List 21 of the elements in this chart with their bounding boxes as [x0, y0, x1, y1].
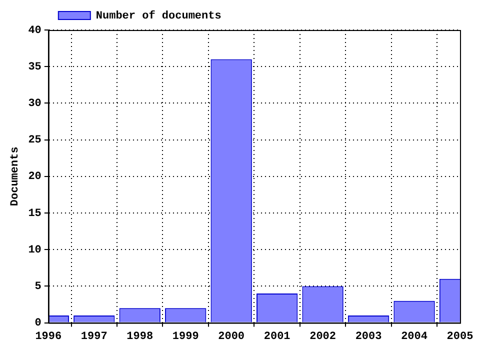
y-tick-label: 0	[34, 318, 42, 330]
y-axis-title: Documents	[9, 146, 22, 206]
y-tick-label: 35	[28, 61, 42, 74]
y-tick-label: 15	[28, 208, 42, 220]
legend-label: Number of documents	[96, 9, 222, 22]
x-tick-label: 2001	[264, 331, 291, 344]
y-tick-label: 5	[34, 280, 42, 293]
x-tick-label: 2005	[446, 331, 474, 344]
y-tick-label: 20	[28, 171, 42, 184]
y-tick-label: 30	[28, 98, 42, 110]
x-tick-label: 2002	[310, 331, 336, 344]
x-tick-label: 2000	[218, 331, 245, 344]
x-tick-label: 1999	[172, 331, 199, 344]
x-tick-label: 2003	[355, 331, 382, 344]
x-tick-label: 1998	[126, 331, 154, 344]
y-tick-label: 40	[28, 24, 42, 37]
y-tick-label: 25	[28, 134, 42, 147]
y-tick-label: 10	[28, 244, 42, 256]
x-tick-label: 2004	[401, 331, 428, 344]
x-tick-label: 1997	[80, 331, 108, 344]
x-tick-label: 1996	[35, 331, 62, 344]
